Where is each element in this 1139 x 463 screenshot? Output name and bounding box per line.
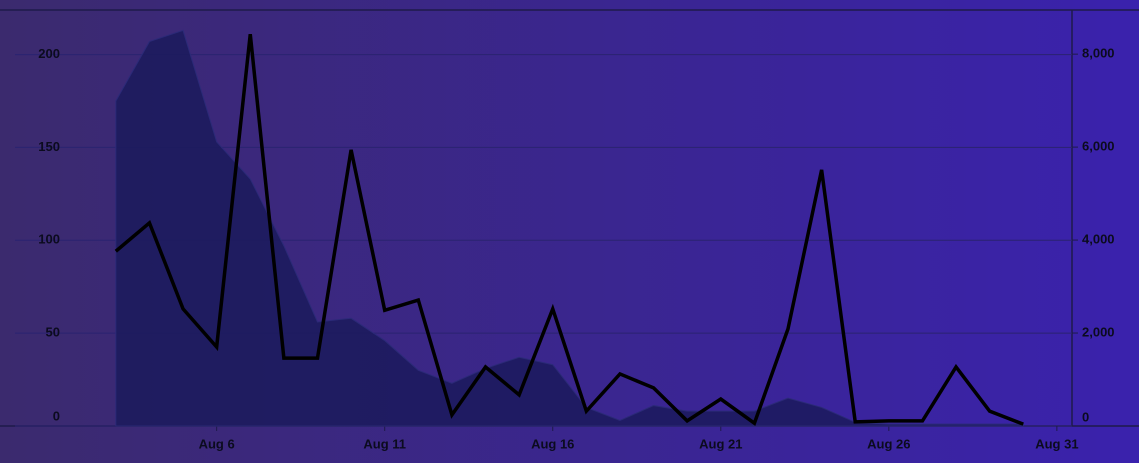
y-tick-label: 150 — [38, 139, 60, 154]
y-tick-label: 100 — [38, 232, 60, 247]
y2-tick-label: 4,000 — [1082, 232, 1115, 247]
y-tick-label: 0 — [53, 408, 60, 423]
x-tick-label: Aug 6 — [199, 436, 235, 451]
x-tick-label: Aug 21 — [699, 436, 742, 451]
line — [114, 33, 1024, 426]
y-tick-label: 50 — [46, 325, 60, 340]
y2-tick-label: 2,000 — [1082, 324, 1115, 339]
x-tick-label: Aug 26 — [867, 436, 910, 451]
y-tick-label: 200 — [38, 46, 60, 61]
x-tick-label: Aug 31 — [1035, 436, 1078, 451]
x-tick-label: Aug 11 — [363, 436, 406, 451]
y2-tick-label: 6,000 — [1082, 139, 1115, 154]
y2-tick-label: 0 — [1082, 409, 1089, 424]
y2-tick-label: 8,000 — [1082, 46, 1115, 61]
x-tick-label: Aug 16 — [531, 436, 574, 451]
